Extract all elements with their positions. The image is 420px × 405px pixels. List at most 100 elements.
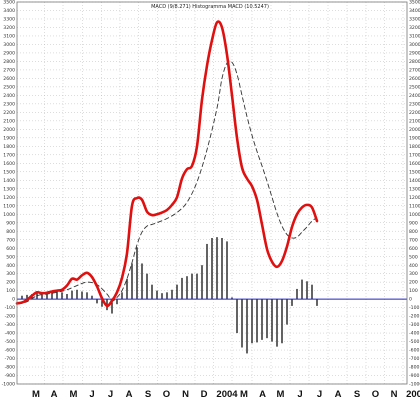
y-tick-label: 1200 (3, 195, 15, 201)
y-tick-label: -700 (5, 356, 16, 362)
y-tick-label: 1900 (409, 135, 420, 141)
y-tick-label: 2600 (409, 76, 420, 82)
y-tick-label: 1000 (3, 212, 15, 218)
y-tick-label: -200 (409, 314, 420, 320)
x-month-label: M (70, 389, 78, 400)
signal-line (16, 60, 318, 305)
y-tick-label: -1000 (2, 382, 15, 388)
macd-line (15, 20, 319, 308)
x-month-label: D (201, 389, 208, 400)
x-month-label: M (240, 389, 248, 400)
x-month-label: O (372, 389, 379, 400)
x-month-label: A (259, 389, 266, 400)
x-month-label: J (297, 389, 302, 400)
y-tick-label: -400 (5, 331, 16, 337)
y-tick-label: 100 (409, 288, 418, 294)
y-tick-label: 2400 (3, 93, 15, 99)
y-tick-label: 300 (6, 271, 15, 277)
y-tick-label: 2100 (409, 118, 420, 124)
y-tick-label: 3200 (409, 25, 420, 31)
y-tick-label: 1800 (3, 144, 15, 150)
chart-title: MACD (9/8.271) Histogramma MACD (10.5247… (151, 4, 269, 10)
y-tick-label: 1600 (409, 161, 420, 167)
x-year-label: 2004 (216, 389, 238, 400)
y-tick-label: -800 (5, 365, 16, 371)
x-month-label: N (391, 389, 398, 400)
y-tick-label: 3100 (3, 34, 15, 40)
y-tick-label: -300 (5, 322, 16, 328)
y-tick-label: 1500 (409, 169, 420, 175)
y-tick-label: 900 (6, 220, 15, 226)
y-tick-label: -1000 (409, 382, 420, 388)
y-tick-label: 1300 (3, 186, 15, 192)
y-tick-label: 800 (409, 229, 418, 235)
y-tick-label: -900 (5, 373, 16, 379)
y-tick-label: 1400 (409, 178, 420, 184)
y-tick-label: 400 (409, 263, 418, 269)
y-tick-label: -900 (409, 373, 420, 379)
x-year-label: 200 (406, 389, 420, 400)
x-month-label: A (51, 389, 58, 400)
x-month-label: J (317, 389, 322, 400)
y-tick-label: 2200 (409, 110, 420, 116)
y-tick-label: 200 (409, 280, 418, 286)
y-tick-label: -300 (409, 322, 420, 328)
y-tick-label: 3200 (3, 25, 15, 31)
y-tick-label: 3500 (3, 0, 15, 6)
y-tick-label: 2500 (409, 84, 420, 90)
y-tick-label: 3000 (3, 42, 15, 48)
x-axis: M A M J J A S O N D 2004 M A M J J A S O N 200 (32, 389, 420, 400)
y-tick-label: 900 (409, 220, 418, 226)
y-tick-label: -600 (5, 348, 16, 354)
y-tick-label: 1900 (3, 135, 15, 141)
y-tick-label: -400 (409, 331, 420, 337)
y-tick-label: 500 (409, 254, 418, 260)
x-month-label: M (277, 389, 285, 400)
plot-frame (16, 1, 408, 385)
y-tick-label: 2800 (409, 59, 420, 65)
y-tick-label: 2700 (3, 68, 15, 74)
y-tick-label: 3400 (409, 8, 420, 14)
y-tick-label: 1100 (3, 203, 15, 209)
y-tick-label: -700 (409, 356, 420, 362)
y-tick-label: 1700 (409, 152, 420, 158)
y-tick-label: -200 (5, 314, 16, 320)
histogram-bars (21, 237, 318, 354)
y-tick-label: 300 (409, 271, 418, 277)
y-tick-label: 3100 (409, 34, 420, 40)
y-tick-label: 2400 (409, 93, 420, 99)
y-tick-label: -600 (409, 348, 420, 354)
y-tick-label: -500 (409, 339, 420, 345)
y-tick-label: 1100 (409, 203, 420, 209)
y-tick-label: 700 (6, 237, 15, 243)
y-tick-label: 3400 (3, 8, 15, 14)
x-month-label: A (126, 389, 133, 400)
y-tick-label: -500 (5, 339, 16, 345)
y-tick-label: 2100 (3, 118, 15, 124)
y-tick-label: -100 (409, 305, 420, 311)
y-tick-label: -800 (409, 365, 420, 371)
y-tick-label: 2500 (3, 84, 15, 90)
y-tick-label: 2900 (3, 51, 15, 57)
x-month-label: N (182, 389, 189, 400)
y-tick-label: 3500 (409, 0, 420, 6)
y-tick-label: 700 (409, 237, 418, 243)
y-tick-label: 2700 (409, 68, 420, 74)
x-month-label: A (335, 389, 342, 400)
y-tick-label: 200 (6, 280, 15, 286)
x-month-label: S (145, 389, 151, 400)
y-tick-label: 3300 (409, 17, 420, 23)
y-tick-label: 0 (409, 297, 412, 303)
y-tick-label: 2300 (409, 101, 420, 107)
y-tick-label: 1600 (3, 161, 15, 167)
y-tick-label: 0 (12, 297, 15, 303)
x-month-label: S (354, 389, 360, 400)
y-tick-label: 2900 (409, 51, 420, 57)
y-tick-label: 1400 (3, 178, 15, 184)
y-tick-label: 1300 (409, 186, 420, 192)
y-tick-label: 1800 (409, 144, 420, 150)
y-tick-label: -100 (5, 305, 16, 311)
